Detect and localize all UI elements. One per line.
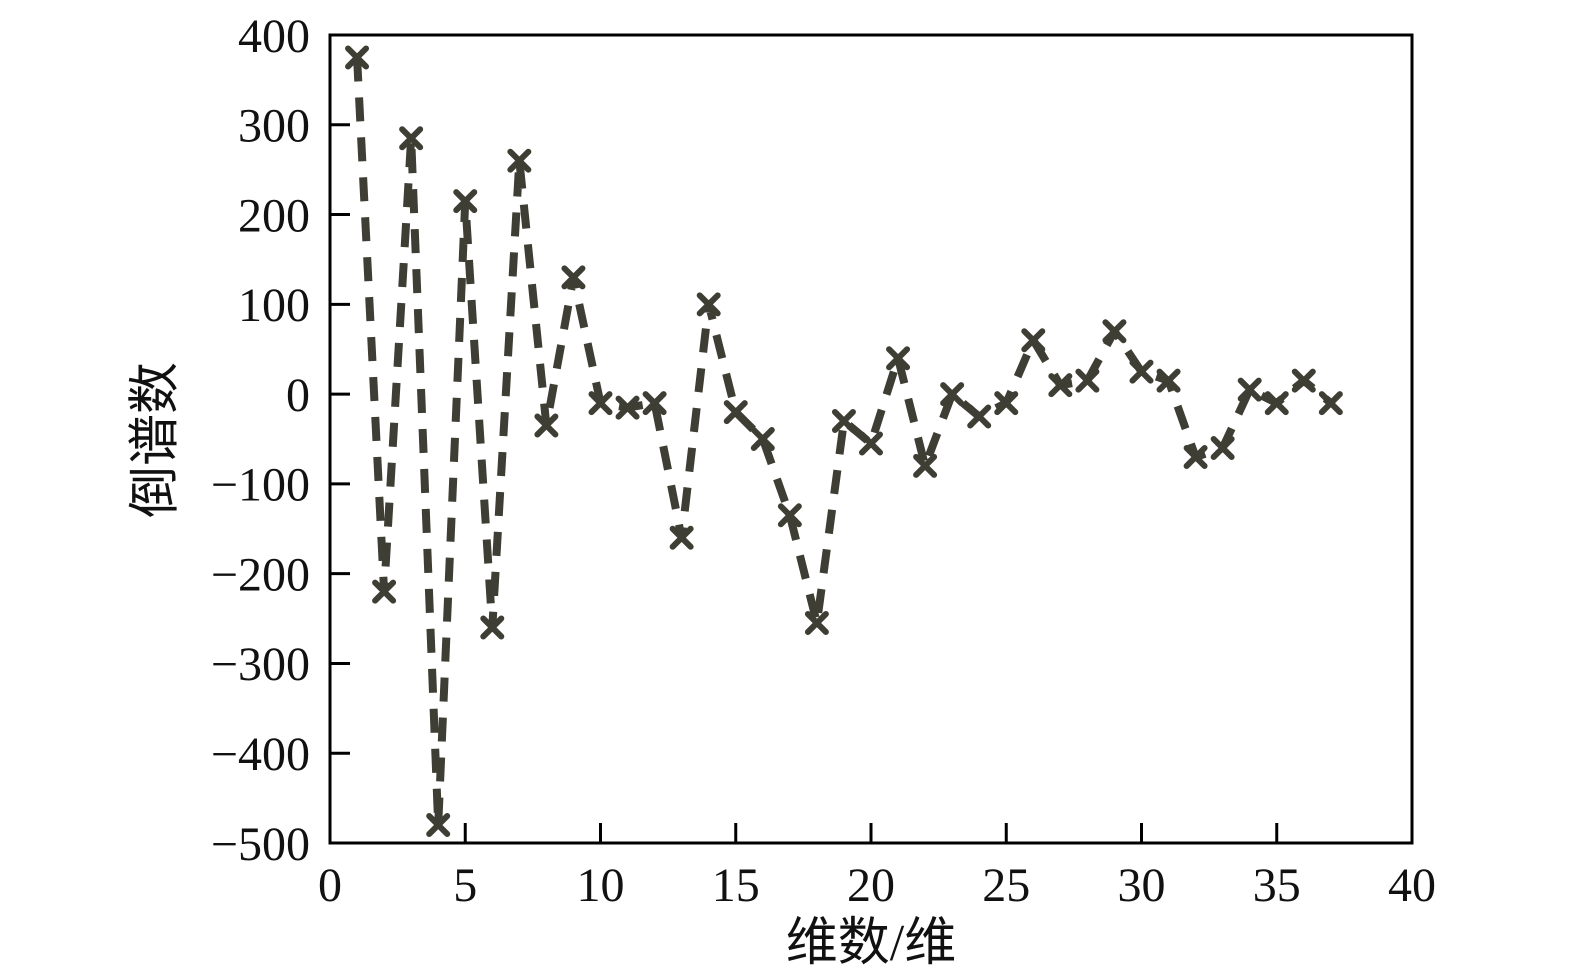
y-tick-label: −500 bbox=[211, 818, 310, 871]
y-tick-label: −100 bbox=[211, 459, 310, 512]
data-point-marker bbox=[750, 427, 775, 451]
data-point-marker bbox=[804, 611, 829, 636]
data-point-marker bbox=[642, 391, 667, 416]
data-point-marker bbox=[1291, 368, 1316, 393]
data-point-marker bbox=[561, 265, 586, 290]
data-point-marker bbox=[615, 395, 640, 420]
x-tick-label: 10 bbox=[577, 859, 625, 912]
y-tick-label: 200 bbox=[238, 189, 310, 242]
data-point-marker bbox=[669, 525, 694, 550]
data-point-marker bbox=[1075, 368, 1100, 393]
data-point-marker bbox=[372, 579, 397, 604]
data-point-marker bbox=[1129, 359, 1154, 384]
data-point-marker bbox=[831, 409, 856, 434]
x-axis-label: 维数/维 bbox=[785, 915, 957, 972]
data-point-marker bbox=[913, 453, 938, 478]
data-point-marker bbox=[1237, 377, 1262, 402]
data-point-marker bbox=[859, 431, 883, 456]
data-point-marker bbox=[1021, 328, 1046, 353]
data-point-marker bbox=[588, 391, 613, 416]
data-point-marker bbox=[940, 382, 965, 407]
data-point-marker bbox=[453, 189, 478, 214]
y-axis-label: 倒谱数 bbox=[127, 361, 185, 519]
x-tick-label: 35 bbox=[1253, 859, 1301, 912]
data-point-marker bbox=[534, 413, 559, 438]
data-point-marker bbox=[345, 45, 370, 70]
data-point-marker bbox=[480, 615, 505, 640]
y-tick-label: 300 bbox=[238, 100, 310, 153]
data-point-marker bbox=[507, 148, 532, 173]
axes-frame bbox=[328, 33, 1414, 845]
y-tick-label: 400 bbox=[238, 10, 310, 63]
x-tick-label: 30 bbox=[1118, 859, 1166, 912]
data-line bbox=[353, 57, 1334, 830]
data-point-marker bbox=[1183, 444, 1208, 469]
data-point-marker bbox=[886, 346, 911, 371]
data-point-marker bbox=[1048, 373, 1073, 398]
x-tick-label: 25 bbox=[982, 859, 1030, 912]
y-tick-label: −200 bbox=[211, 548, 310, 601]
data-point-marker bbox=[696, 292, 721, 317]
y-tick-label: −400 bbox=[211, 728, 310, 781]
data-point-marker bbox=[777, 503, 802, 528]
x-tick-label: 20 bbox=[847, 859, 895, 912]
x-tick-label: 0 bbox=[318, 859, 342, 912]
data-point-marker bbox=[426, 813, 451, 838]
data-point-marker bbox=[994, 391, 1019, 416]
data-point-marker bbox=[1102, 319, 1127, 344]
data-point-marker bbox=[967, 404, 992, 429]
data-point-marker bbox=[399, 126, 424, 151]
y-tick-label: −300 bbox=[211, 638, 310, 691]
data-point-marker bbox=[1318, 391, 1343, 416]
y-tick-label: 100 bbox=[238, 279, 310, 332]
x-tick-label: 40 bbox=[1388, 859, 1436, 912]
data-point-marker bbox=[1210, 435, 1235, 460]
x-tick-label: 5 bbox=[453, 859, 477, 912]
data-point-marker bbox=[1156, 368, 1181, 393]
data-point-marker bbox=[723, 400, 748, 425]
data-point-marker bbox=[1264, 391, 1289, 416]
y-tick-label: 0 bbox=[286, 369, 310, 422]
x-tick-label: 15 bbox=[712, 859, 760, 912]
